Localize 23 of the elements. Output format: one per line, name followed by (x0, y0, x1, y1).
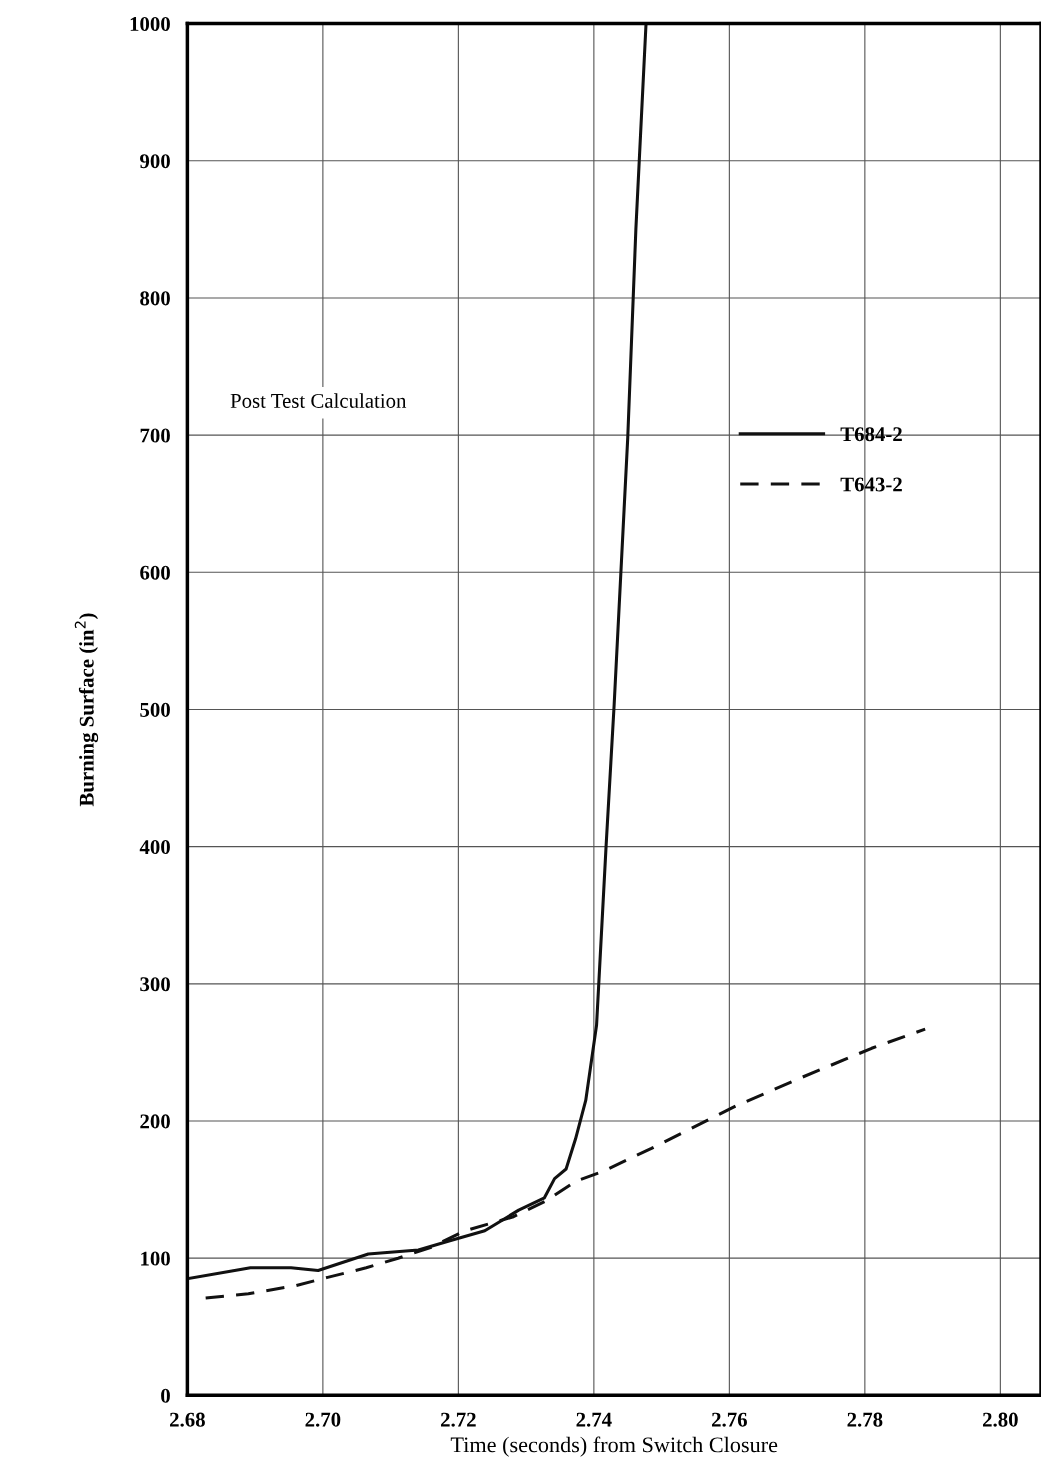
y-tick-label: 700 (140, 428, 170, 443)
y-tick-label: 200 (140, 1114, 170, 1129)
x-tick-label: 2.74 (576, 1412, 612, 1427)
legend-label: T684-2 (840, 427, 902, 442)
x-tick-label: 2.72 (441, 1412, 476, 1427)
y-tick-label: 400 (139, 840, 170, 855)
y-tick-label: 600 (140, 565, 170, 580)
x-axis-title: Time (seconds) from Switch Closure (450, 1436, 778, 1457)
y-tick-label: 900 (140, 154, 170, 169)
x-tick-label: 2.76 (712, 1412, 747, 1427)
y-tick-label: 500 (140, 702, 170, 717)
y-tick-label: 300 (140, 977, 170, 992)
legend-label: T643-2 (840, 477, 902, 492)
x-tick-label: 2.80 (983, 1412, 1018, 1427)
y-tick-label: 1000 (130, 16, 170, 32)
y-tick-label: 100 (141, 1251, 170, 1266)
x-tick-label: 2.70 (305, 1412, 341, 1427)
y-tick-label: 0 (161, 1388, 170, 1403)
y-axis-title: Burning Surface (in$^{2}$) (74, 613, 99, 807)
annotation: Post Test Calculation (230, 393, 407, 408)
x-tick-label: 2.68 (170, 1412, 205, 1427)
y-tick-label: 800 (140, 291, 170, 306)
x-tick-label: 2.78 (847, 1412, 883, 1427)
